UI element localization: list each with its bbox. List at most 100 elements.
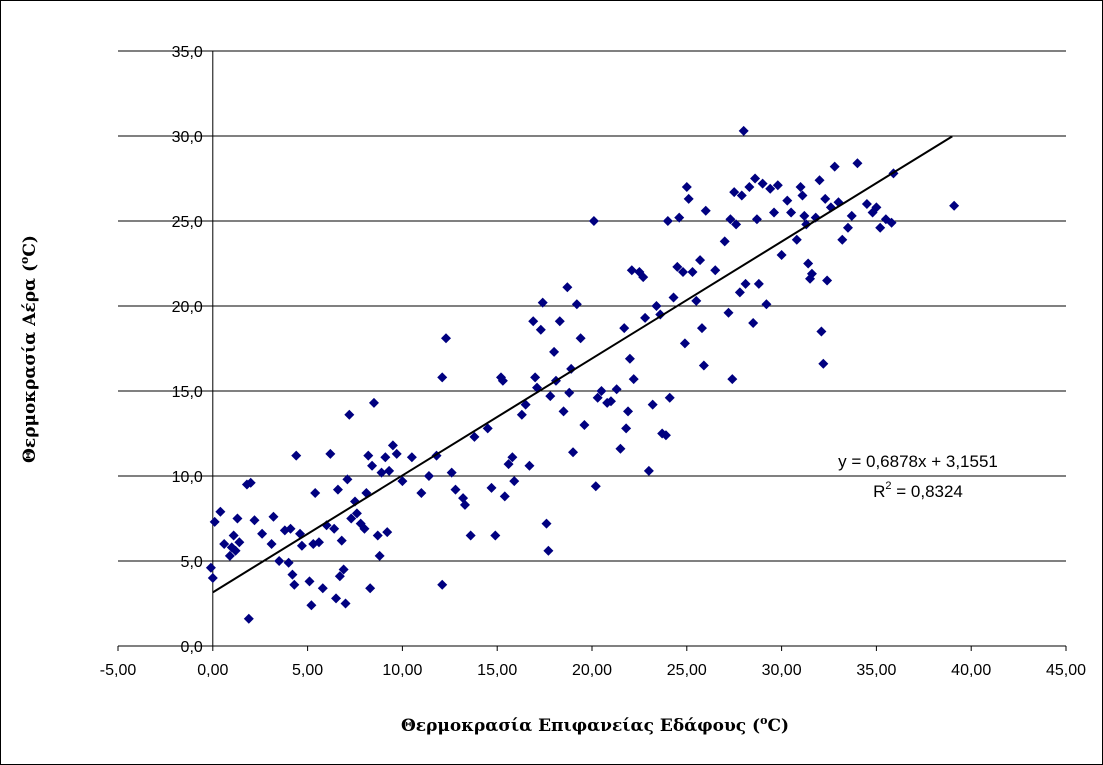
data-point-125	[647, 399, 658, 410]
data-point-70	[446, 467, 457, 478]
data-point-36	[331, 593, 342, 604]
y-axis-title-end: C)	[20, 235, 40, 257]
data-point-164	[769, 207, 780, 218]
data-point-109	[592, 392, 603, 403]
data-point-139	[687, 267, 698, 277]
r-squared-superscript: 2	[885, 480, 891, 492]
data-point-46	[351, 508, 362, 519]
data-point-170	[795, 182, 806, 192]
x-tick-labels: -5,00 0,00 5,00 10,00 15,00 20,00 25,00 30,00 35…	[100, 662, 1086, 679]
x-tick-label-5: 20,00	[572, 662, 612, 679]
data-point-29	[310, 488, 321, 498]
data-point-98	[554, 316, 565, 327]
x-tick-label-8: 35,00	[856, 662, 896, 679]
data-point-180	[818, 358, 829, 369]
data-point-187	[842, 222, 853, 233]
data-point-17	[268, 511, 279, 522]
data-point-151	[731, 219, 742, 230]
data-point-142	[696, 323, 707, 334]
data-point-85	[516, 409, 527, 420]
x-tick-label-10: 45,00	[1046, 662, 1086, 679]
x-axis-title-main: Θερμοκρασία Επιφανείας Εδάφους (	[401, 716, 760, 736]
data-point-24	[291, 450, 302, 461]
x-tick-label-7: 30,00	[762, 662, 802, 679]
x-tick-label-9: 40,00	[951, 662, 991, 679]
data-point-69	[441, 333, 452, 344]
data-point-37	[332, 484, 343, 495]
data-point-159	[751, 214, 762, 225]
data-point-120	[628, 374, 639, 385]
data-point-110	[596, 386, 607, 396]
data-point-48	[359, 523, 370, 534]
data-point-162	[761, 299, 772, 310]
data-point-190	[861, 199, 872, 209]
data-point-122	[638, 272, 649, 283]
y-tick-label-0: 0,0	[181, 639, 203, 656]
data-point-96	[549, 346, 560, 357]
r-squared-prefix: R	[873, 482, 885, 501]
y-tick-label-6: 30,0	[172, 129, 203, 146]
x-tick-label-0: -5,00	[100, 662, 137, 679]
data-point-53	[368, 397, 379, 408]
data-point-133	[672, 261, 683, 272]
data-point-16	[266, 539, 277, 549]
data-point-51	[365, 583, 376, 594]
data-point-181	[820, 193, 831, 204]
data-point-58	[382, 527, 393, 538]
x-tick-label-2: 5,00	[292, 662, 323, 679]
data-point-64	[416, 488, 427, 498]
data-point-95	[545, 391, 556, 402]
data-point-94	[543, 545, 554, 556]
y-tick-label-5: 25,0	[172, 214, 203, 231]
data-point-57	[380, 452, 391, 463]
data-point-23	[289, 579, 300, 590]
data-point-9	[232, 513, 243, 524]
data-point-167	[782, 195, 793, 206]
data-point-189	[852, 158, 863, 169]
data-point-44	[346, 513, 357, 524]
data-point-104	[571, 299, 582, 310]
data-point-81	[499, 491, 510, 502]
data-point-176	[806, 268, 817, 279]
data-point-13	[243, 613, 254, 624]
data-point-145	[710, 265, 721, 276]
data-point-14	[249, 515, 260, 526]
data-point-63	[406, 452, 417, 463]
data-point-137	[681, 182, 692, 192]
x-tick-label-1: 0,00	[197, 662, 228, 679]
data-point-182	[822, 275, 833, 286]
data-point-184	[829, 161, 840, 172]
r-squared-value: = 0,8324	[892, 482, 963, 501]
data-point-77	[486, 482, 497, 493]
data-point-144	[700, 205, 711, 216]
data-point-21	[285, 523, 296, 534]
data-point-80	[497, 375, 508, 386]
data-point-2	[209, 516, 220, 527]
data-point-91	[535, 324, 546, 335]
data-point-113	[611, 384, 622, 395]
data-point-61	[391, 448, 402, 459]
data-point-43	[344, 409, 355, 420]
y-axis-title-sup: o	[18, 257, 31, 264]
axes	[117, 50, 1067, 651]
data-point-149	[727, 374, 738, 385]
data-point-138	[683, 193, 694, 204]
data-point-163	[765, 183, 776, 194]
data-point-38	[334, 571, 345, 582]
x-tick-label-4: 15,00	[477, 662, 517, 679]
data-point-40	[338, 564, 349, 575]
data-point-157	[748, 318, 759, 328]
data-point-27	[304, 576, 315, 587]
trendline-layer	[212, 135, 953, 594]
y-tick-label-4: 20,0	[172, 299, 203, 316]
data-point-166	[776, 250, 787, 260]
data-point-143	[698, 360, 709, 371]
data-point-165	[772, 180, 783, 191]
y-tick-labels: 0,0 5,0 10,0 15,0 20,0 25,0 30,0 35,0	[172, 44, 203, 656]
data-point-134	[674, 212, 685, 223]
data-point-74	[465, 530, 476, 541]
data-points	[205, 125, 960, 624]
data-point-50	[363, 450, 374, 461]
data-point-7	[228, 530, 239, 541]
